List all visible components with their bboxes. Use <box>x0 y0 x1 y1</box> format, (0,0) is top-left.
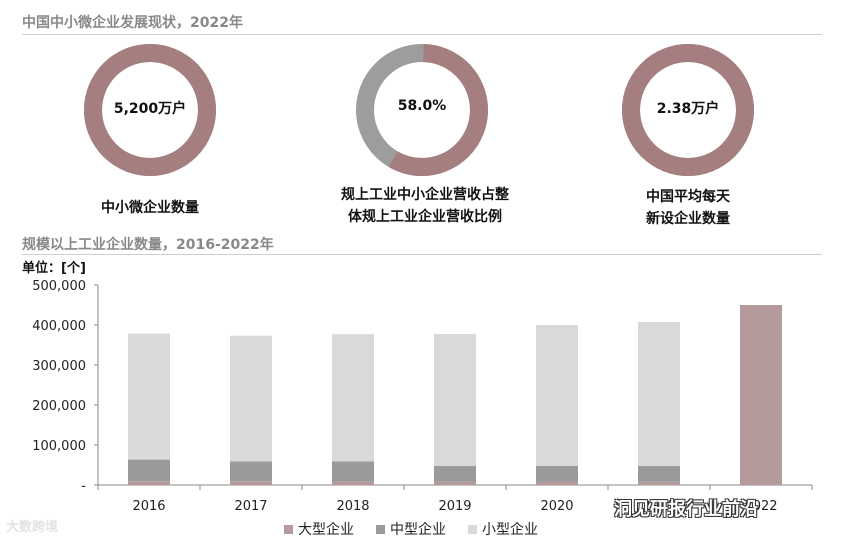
y-tick-label: 100,000 <box>32 439 86 454</box>
y-tick-label: 300,000 <box>32 359 86 374</box>
x-tick-label: 2019 <box>438 499 471 514</box>
legend-label: 小型企业 <box>482 522 538 538</box>
x-tick-label: 2017 <box>234 499 267 514</box>
kpi-caption-line: 中小微企业数量 <box>101 200 199 216</box>
section-title-overview: 中国中小微企业发展现状，2022年 <box>22 15 243 31</box>
bar-segment-small <box>434 334 476 467</box>
donut-chart-revenue-share <box>356 44 488 176</box>
bar-segment-medium <box>230 461 272 482</box>
bar-segment-medium <box>434 466 476 482</box>
x-tick-label: 2016 <box>132 499 165 514</box>
legend-item-large: 大型企业 <box>284 519 354 539</box>
kpi-caption-line: 中国平均每天 <box>646 189 730 205</box>
legend-item-small: 小型企业 <box>468 519 538 539</box>
y-tick-label: 400,000 <box>32 319 86 334</box>
kpi-caption-revenue-share: 规上工业中小企业营收占整 体规上工业企业营收比例 <box>305 184 545 228</box>
legend-item-medium: 中型企业 <box>376 519 446 539</box>
legend-label: 中型企业 <box>390 522 446 538</box>
kpi-caption-daily-new: 中国平均每天 新设企业数量 <box>568 186 808 230</box>
x-tick-label: 2018 <box>336 499 369 514</box>
donut-value-daily-new: 2.38万户 <box>656 101 720 117</box>
bar-segment-medium <box>536 465 578 482</box>
donut-value-revenue-share: 58.0% <box>397 98 447 114</box>
kpi-caption-line: 新设企业数量 <box>646 211 730 227</box>
donut-arc <box>84 44 216 176</box>
legend-label: 大型企业 <box>298 522 354 538</box>
kpi-caption-line: 体规上工业企业营收比例 <box>348 209 502 225</box>
kpi-caption-line: 规上工业中小企业营收占整 <box>341 187 509 203</box>
donut-chart-sme-count <box>84 44 216 176</box>
x-tick-label: 2020 <box>540 499 573 514</box>
bar-segment-large <box>536 481 578 485</box>
donut-value-sme-count: 5,200万户 <box>113 101 187 117</box>
chart-legend: 大型企业 中型企业 小型企业 <box>284 519 538 539</box>
bar-segment-large <box>740 305 782 485</box>
section-divider <box>22 254 822 255</box>
bar-segment-medium <box>332 461 374 482</box>
donut-arc <box>622 44 754 176</box>
bar-segment-small <box>128 333 170 460</box>
bar-segment-large <box>128 481 170 485</box>
bar-segment-large <box>434 481 476 485</box>
kpi-caption-sme-count: 中小微企业数量 <box>30 197 270 219</box>
y-tick-label: 500,000 <box>32 279 86 294</box>
bar-segment-medium <box>128 459 170 482</box>
y-axis-unit-label: 单位：[个] <box>22 261 86 276</box>
watermark-logo-text: 大数跨境 <box>6 520 59 535</box>
bar-segment-large <box>230 481 272 485</box>
donut-arc <box>356 44 488 176</box>
x-tick-label: 2021 <box>642 499 675 514</box>
bar-segment-medium <box>638 466 680 482</box>
donut-chart-daily-new <box>622 44 754 176</box>
y-tick-label: 200,000 <box>32 399 86 414</box>
y-tick-label: - <box>81 479 86 494</box>
stacked-bar-chart: - 100,000 200,000 300,000 400,000 500,000 2016… <box>32 279 813 514</box>
bar-segment-small <box>536 325 578 466</box>
bar-segment-small <box>332 334 374 462</box>
watermark-text: 洞见研报行业前沿 <box>614 499 758 520</box>
bar-segment-small <box>638 322 680 467</box>
legend-swatch <box>284 524 293 534</box>
x-tick-label: 2022 <box>744 499 777 514</box>
legend-swatch <box>376 524 385 534</box>
chart-title: 规模以上工业企业数量，2016-2022年 <box>22 237 274 253</box>
legend-swatch <box>468 524 477 534</box>
bar-segment-large <box>638 481 680 485</box>
bar-segment-small <box>230 335 272 462</box>
section-divider <box>22 34 822 35</box>
bar-segment-large <box>332 481 374 485</box>
